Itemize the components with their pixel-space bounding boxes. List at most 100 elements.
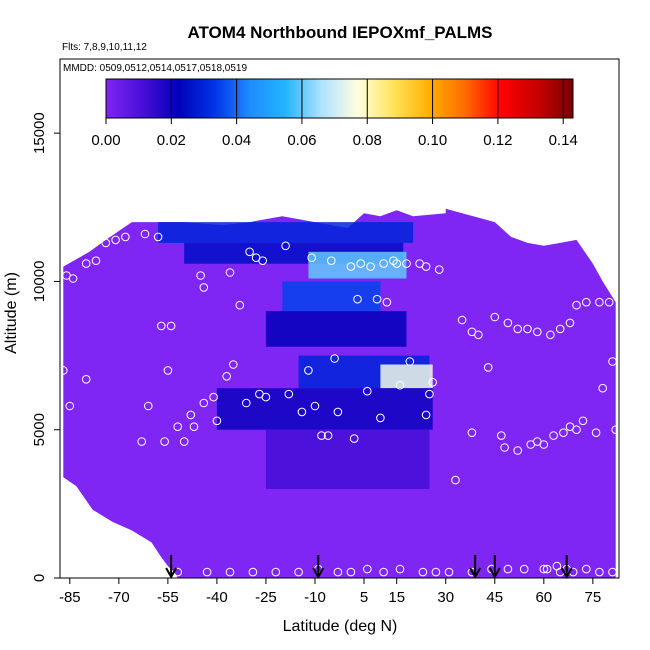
flight-point <box>81 259 91 268</box>
flight-point <box>327 256 336 266</box>
flight-point <box>546 330 555 340</box>
flight-arrow <box>469 555 482 580</box>
flight-point <box>166 321 176 331</box>
y-tick-label: 15000 <box>31 112 48 154</box>
flight-point <box>363 386 372 396</box>
flight-arrow <box>488 555 501 580</box>
flight-point <box>111 235 120 245</box>
flight-point <box>483 363 493 372</box>
flight-arrow <box>165 555 178 580</box>
x-axis: -85 -70 -55 -40 -25 -10 5 15 30 45 60 75 <box>59 578 601 606</box>
flight-point <box>382 297 392 307</box>
flight-point <box>595 297 604 307</box>
plot-area <box>63 208 616 578</box>
flight-point <box>513 324 523 334</box>
colorbar-gradient <box>105 78 574 119</box>
flight-point <box>405 357 415 366</box>
flight-point <box>572 300 581 310</box>
flight-point <box>235 300 245 310</box>
flight-point <box>402 259 411 268</box>
colorbar-tick-label: 0.10 <box>418 132 447 149</box>
flight-point <box>121 232 130 242</box>
flight-point <box>582 297 591 307</box>
flight-point <box>304 366 313 375</box>
flight-point <box>611 425 619 434</box>
flight-point <box>513 446 523 455</box>
flight-point <box>330 354 339 363</box>
plot-frame <box>59 58 620 579</box>
heatmap-cell <box>265 429 430 489</box>
flight-point <box>474 330 483 340</box>
flight-point <box>173 422 182 432</box>
x-tick-label: -25 <box>255 589 277 606</box>
flight-point <box>582 564 591 574</box>
flight-point <box>199 398 209 408</box>
flight-point <box>379 567 388 577</box>
flight-point <box>209 392 218 402</box>
dates-note: MMDD: 0509,0512,0514,0517,0518,0519 <box>63 63 247 74</box>
flight-point <box>310 401 320 411</box>
heatmap-cell <box>282 281 381 312</box>
flight-point <box>444 567 454 577</box>
flight-point <box>503 318 513 328</box>
colorbar-tick-label: 0.12 <box>483 132 512 149</box>
flight-point <box>425 389 434 399</box>
flight-point <box>379 259 388 268</box>
flight-point <box>565 318 575 328</box>
colorbar-tick-label: 0.02 <box>157 132 186 149</box>
flight-point <box>91 256 101 266</box>
flight-point <box>65 401 75 411</box>
flight-point <box>533 327 542 337</box>
flight-point <box>333 567 343 577</box>
flights-note: Flts: 7,8,9,10,11,12 <box>62 42 147 53</box>
flight-point <box>428 378 438 387</box>
flight-point <box>559 428 568 438</box>
flight-point <box>555 324 565 334</box>
flight-point <box>434 265 444 274</box>
x-tick-label: 60 <box>535 589 552 606</box>
flight-point <box>101 238 111 248</box>
flight-point <box>202 567 212 577</box>
x-tick-label: -70 <box>108 589 130 606</box>
flight-point <box>225 268 235 277</box>
flight-point <box>578 416 588 426</box>
flight-point <box>356 259 366 268</box>
flight-point <box>140 229 150 239</box>
y-axis: 0 5000 10000 15000 <box>31 112 60 582</box>
x-axis-label: Latitude (deg N) <box>283 618 398 635</box>
flight-arrows <box>165 555 573 580</box>
flight-point <box>608 357 617 366</box>
flight-point <box>457 315 467 325</box>
flight-point <box>519 564 529 574</box>
x-tick-label: -40 <box>206 589 228 606</box>
flight-point <box>490 312 500 322</box>
flight-point <box>225 567 235 577</box>
flight-point <box>497 431 506 440</box>
flight-point <box>349 434 359 443</box>
flight-point <box>572 425 581 435</box>
flight-point <box>333 407 343 417</box>
flight-point <box>281 241 290 251</box>
flight-point <box>137 437 146 446</box>
flight-point <box>157 321 166 331</box>
colorbar-tick-label: 0.06 <box>287 132 316 149</box>
flight-point <box>153 567 163 577</box>
x-tick-label: 5 <box>360 589 368 606</box>
flight-point <box>261 392 271 402</box>
flight-point <box>353 294 362 304</box>
flight-point <box>284 389 294 399</box>
flight-point <box>549 431 558 440</box>
flight-point <box>366 262 375 271</box>
flight-point <box>595 567 604 577</box>
flight-point <box>153 232 163 242</box>
y-tick-label: 5000 <box>31 413 48 446</box>
heatmap-cell <box>380 364 433 389</box>
flight-point <box>467 428 477 438</box>
colorbar-tick-label: 0.00 <box>91 132 120 149</box>
flight-point <box>418 567 428 577</box>
flight-point <box>415 259 424 268</box>
x-tick-label: 45 <box>486 589 503 606</box>
flight-point <box>392 259 402 268</box>
flight-point <box>591 428 601 438</box>
flight-point <box>199 283 209 292</box>
